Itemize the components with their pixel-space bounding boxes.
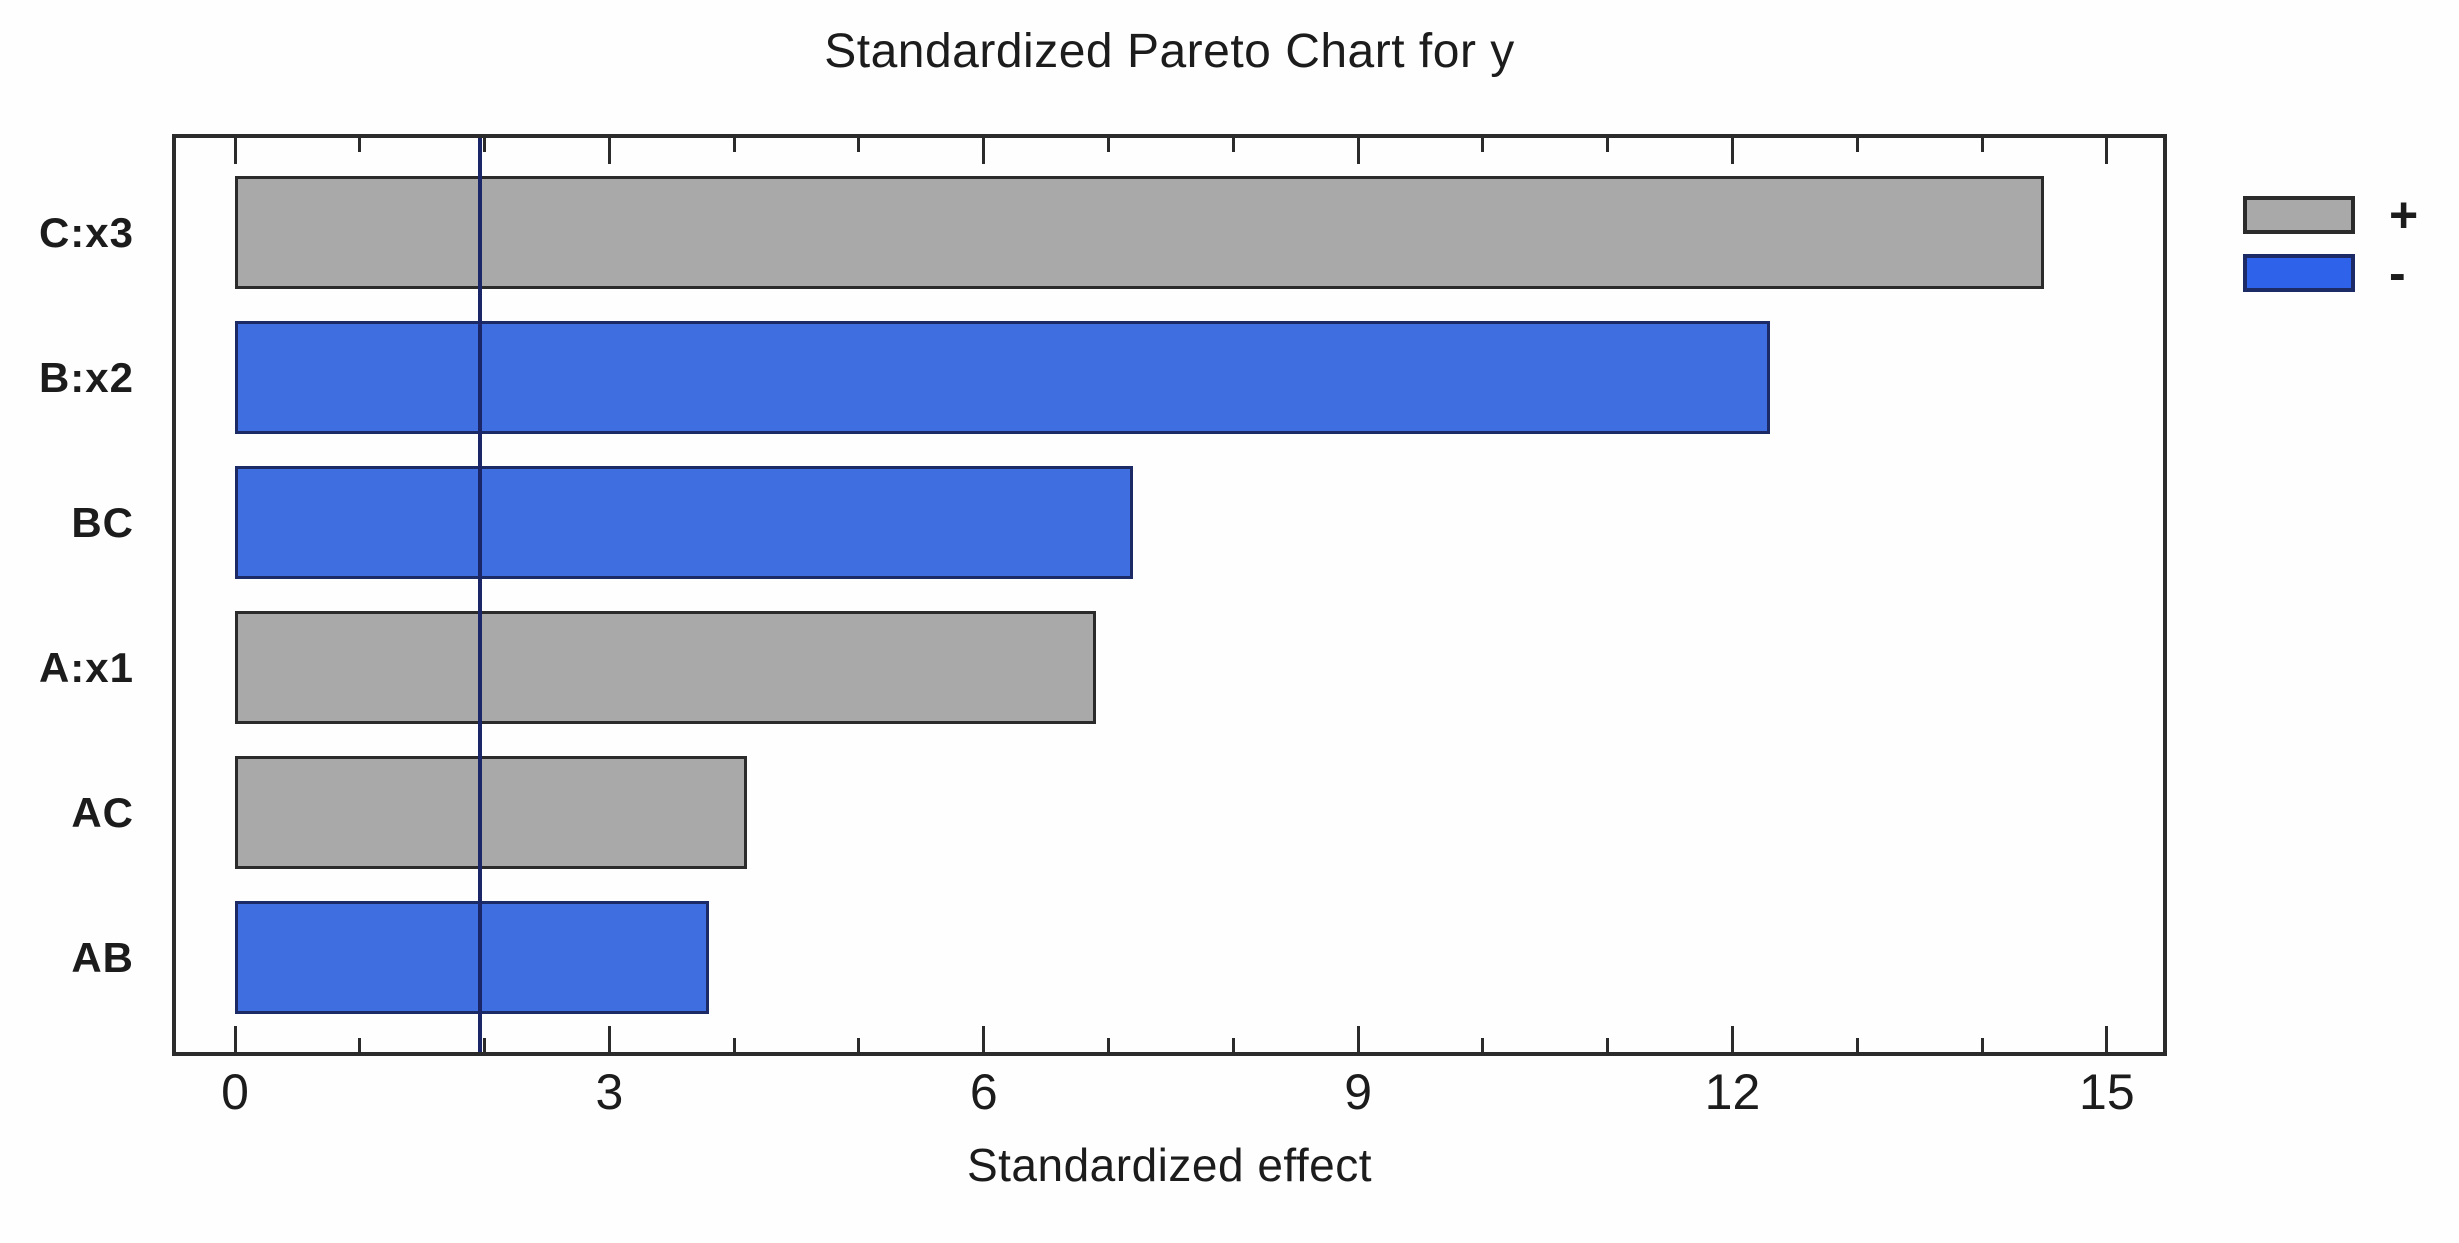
x-major-tick-3-top [607, 138, 611, 164]
x-minor-tick-10-bottom [1481, 1038, 1485, 1052]
x-minor-tick-4-top [732, 138, 736, 152]
x-major-tick-6-bottom [982, 1026, 986, 1052]
x-minor-tick-7-bottom [1107, 1038, 1111, 1052]
x-minor-tick-8-top [1231, 138, 1235, 152]
x-minor-tick-7-top [1107, 138, 1111, 152]
x-axis-title: Standardized effect [966, 1139, 1373, 1191]
x-minor-tick-10-top [1481, 138, 1485, 152]
bar-C:x3 [235, 176, 2044, 289]
x-minor-tick-2-bottom [483, 1038, 487, 1052]
x-minor-tick-4-bottom [732, 1038, 736, 1052]
x-minor-tick-13-bottom [1855, 1038, 1859, 1052]
plot-area [172, 134, 2167, 1056]
legend-swatch-negative-icon [2243, 254, 2355, 292]
y-label-AB: AB [71, 933, 134, 981]
x-minor-tick-2-top [483, 138, 487, 152]
reference-line [477, 138, 482, 1052]
x-minor-tick-1-top [358, 138, 362, 152]
bar-A:x1 [235, 611, 1096, 724]
legend-swatch-positive-icon [2243, 196, 2355, 234]
x-minor-tick-11-top [1606, 138, 1610, 152]
x-major-tick-3-bottom [607, 1026, 611, 1052]
bar-AC [235, 756, 747, 869]
x-minor-tick-5-bottom [857, 1038, 861, 1052]
x-major-tick-15-top [2105, 138, 2109, 164]
x-major-tick-15-bottom [2105, 1026, 2109, 1052]
x-tick-label-0: 0 [221, 1064, 249, 1120]
x-major-tick-0-bottom [233, 1026, 237, 1052]
legend-label-positive: + [2389, 187, 2419, 243]
legend-item-positive: + [2243, 190, 2418, 240]
y-label-B:x2: B:x2 [38, 353, 134, 401]
x-major-tick-6-top [982, 138, 986, 164]
x-tick-label-15: 15 [2079, 1064, 2135, 1120]
x-tick-label-12: 12 [1704, 1064, 1761, 1120]
legend: + - [2243, 190, 2418, 298]
x-minor-tick-13-top [1855, 138, 1859, 152]
x-minor-tick-11-bottom [1606, 1038, 1610, 1052]
x-major-tick-9-top [1356, 138, 1360, 164]
x-tick-label-3: 3 [595, 1064, 624, 1120]
x-major-tick-12-top [1730, 138, 1734, 164]
legend-item-negative: - [2243, 248, 2418, 298]
x-tick-label-9: 9 [1344, 1064, 1372, 1120]
x-minor-tick-14-bottom [1980, 1038, 1984, 1052]
legend-label-negative: - [2389, 245, 2406, 301]
x-minor-tick-14-top [1980, 138, 1984, 152]
y-label-A:x1: A:x1 [38, 643, 134, 691]
x-minor-tick-1-bottom [358, 1038, 362, 1052]
bar-B:x2 [235, 321, 1770, 434]
x-major-tick-0-top [233, 138, 237, 164]
x-major-tick-12-bottom [1730, 1026, 1734, 1052]
chart-title: Standardized Pareto Chart for y [824, 25, 1515, 78]
y-label-BC: BC [71, 498, 134, 546]
y-label-C:x3: C:x3 [38, 208, 134, 256]
x-major-tick-9-bottom [1356, 1026, 1360, 1052]
x-tick-label-6: 6 [969, 1064, 998, 1120]
y-label-AC: AC [71, 788, 134, 836]
bar-AB [235, 901, 709, 1014]
x-minor-tick-8-bottom [1231, 1038, 1235, 1052]
x-minor-tick-5-top [857, 138, 861, 152]
bar-BC [235, 466, 1133, 579]
